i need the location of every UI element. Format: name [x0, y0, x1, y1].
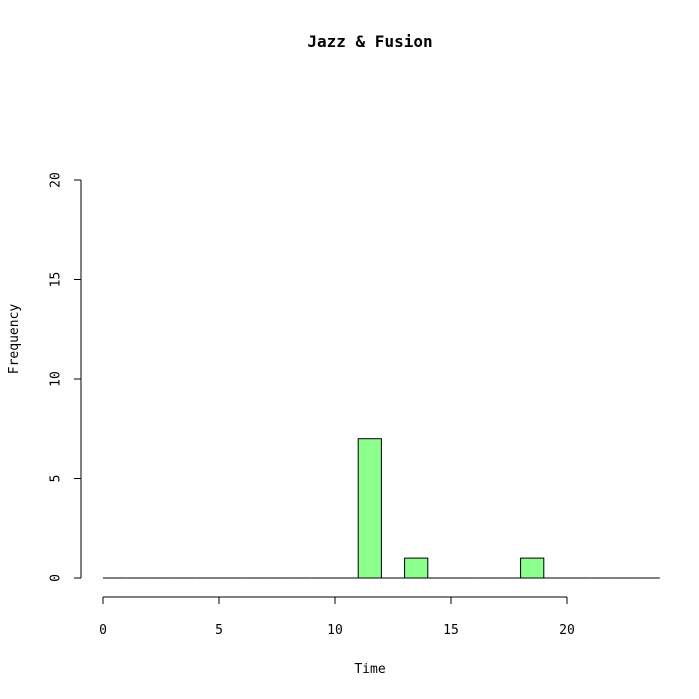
histogram-bar-11 [357, 438, 382, 579]
y-axis-label: Frequency [7, 304, 22, 375]
x-tick-label-10: 10 [327, 623, 343, 638]
y-axis: 0 5 10 15 20 [49, 172, 82, 582]
histogram-bar-13 [404, 557, 429, 579]
x-tick-label-20: 20 [559, 623, 575, 638]
x-tick-label-15: 15 [443, 623, 459, 638]
y-tick-label-0: 0 [49, 574, 64, 582]
y-tick-label-5: 5 [49, 475, 64, 483]
histogram-bar-18 [520, 557, 545, 579]
x-axis-label: Time [354, 662, 385, 677]
y-tick-label-15: 15 [49, 272, 64, 288]
chart-title: Jazz & Fusion [307, 32, 432, 51]
y-tick-label-20: 20 [49, 172, 64, 188]
bars-group [103, 438, 660, 579]
y-tick-label-10: 10 [49, 371, 64, 387]
x-axis: 0 5 10 15 20 [99, 596, 575, 638]
x-tick-label-5: 5 [215, 623, 223, 638]
x-tick-label-0: 0 [99, 623, 107, 638]
